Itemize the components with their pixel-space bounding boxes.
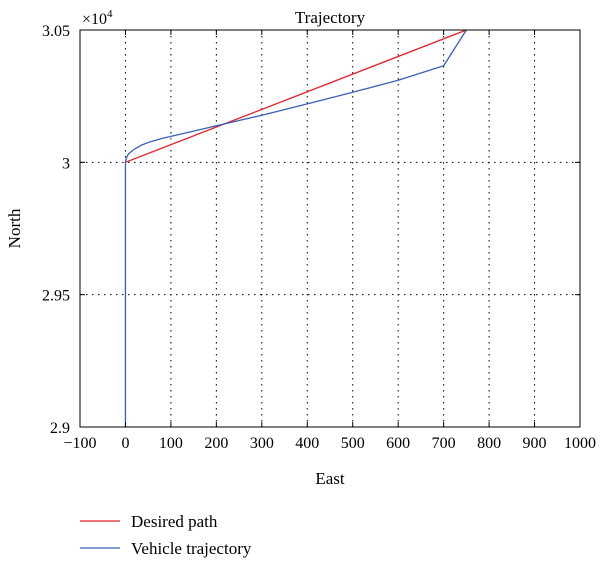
y-axis-title: North	[5, 208, 24, 248]
x-tick-label: −100	[63, 435, 96, 452]
y-axis-multiplier: ×104	[82, 8, 113, 28]
x-axis-title: East	[315, 469, 345, 488]
axis-ticks	[79, 29, 581, 428]
x-tick-label: 400	[295, 435, 319, 452]
x-tick-label: 200	[204, 435, 228, 452]
plot-area-frame	[79, 29, 581, 428]
y-tick-label: 3.05	[42, 23, 70, 40]
x-tick-label: 800	[477, 435, 501, 452]
chart-title: Trajectory	[295, 8, 366, 27]
x-tick-label: 900	[523, 435, 547, 452]
legend: Desired path Vehicle trajectory	[80, 512, 252, 558]
series-line-desired-path	[125, 29, 467, 163]
legend-label: Desired path	[131, 512, 218, 531]
y-multiplier-base: ×10	[82, 11, 107, 28]
x-tick-label: 700	[432, 435, 456, 452]
x-tick-label: 1000	[564, 435, 596, 452]
y-tick-label: 2.9	[50, 420, 70, 437]
tick-labels: −100 0 100 200 300 400 500 600 700 800 900 1000 2.9 2…	[42, 23, 596, 452]
y-multiplier-exponent: 4	[107, 8, 113, 20]
x-tick-label: 100	[159, 435, 183, 452]
series-line-vehicle-trajectory	[124, 29, 467, 427]
x-tick-label: 0	[121, 435, 129, 452]
x-tick-label: 500	[341, 435, 365, 452]
legend-label: Vehicle trajectory	[131, 539, 252, 558]
grid-lines	[80, 30, 580, 427]
y-tick-label: 3	[62, 155, 70, 172]
y-tick-label: 2.95	[42, 288, 70, 305]
series-layer	[124, 29, 467, 427]
x-tick-label: 300	[250, 435, 274, 452]
x-tick-label: 600	[386, 435, 410, 452]
